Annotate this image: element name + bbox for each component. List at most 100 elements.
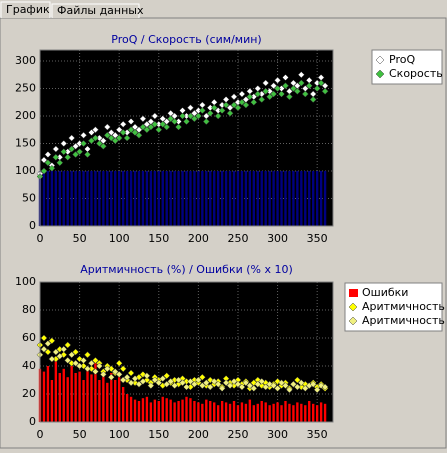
point [68,134,76,142]
point [139,378,147,385]
bar [292,405,295,422]
point [286,93,293,101]
tab-label[interactable]: Файлы данных [57,4,144,17]
point [60,148,68,156]
bar [220,171,224,226]
tab-label[interactable]: График [6,3,50,16]
point [72,142,79,150]
point [40,334,48,342]
bar [86,171,89,226]
point [151,376,159,384]
point [297,379,305,387]
bar [70,366,73,422]
point [72,348,79,356]
bar [260,401,263,422]
x-tick-label: 50 [73,428,87,441]
bar [264,402,267,422]
y-tick-label: 100 [15,275,36,288]
bar [102,171,105,226]
point [234,104,242,112]
bar [236,171,240,226]
bar [284,171,287,226]
point [44,340,52,347]
point [238,98,246,106]
point [131,129,139,136]
bar [110,373,113,422]
point [167,378,175,385]
point [198,107,206,114]
point [119,365,127,373]
point [195,376,202,384]
bar [201,171,204,226]
bar [173,171,176,226]
bar [153,171,157,226]
legend-swatch [375,55,385,65]
bar [145,171,149,226]
point [183,383,190,391]
point [167,115,175,123]
x-tick-label: 100 [109,232,130,245]
bar [197,171,200,226]
point [230,378,238,385]
bar [205,171,208,226]
x-tick-label: 100 [109,428,130,441]
bar [323,171,327,226]
bar [153,399,157,422]
bar [98,380,101,422]
bar [157,171,160,226]
point [313,386,321,394]
x-tick-label: 200 [188,428,209,441]
tab-active[interactable] [0,1,51,18]
bar [114,380,117,422]
point [294,376,301,384]
bar [272,403,275,422]
bar [46,366,50,422]
legend-swatch [348,302,358,312]
point [48,355,56,363]
bar [66,171,69,226]
bar [129,396,133,422]
x-tick-label: 150 [148,428,169,441]
bar [292,171,295,226]
bar [280,171,283,226]
point [278,90,285,98]
bar [173,402,176,422]
point [155,126,163,134]
bar [216,405,220,422]
tab[interactable] [51,3,140,18]
point [143,126,151,134]
point [115,359,123,367]
bar [248,399,252,422]
point [76,362,83,370]
point [206,109,214,117]
point [56,352,64,360]
bar [102,375,105,422]
point [234,380,242,388]
point [210,378,218,385]
point [92,368,99,375]
bar [94,171,97,226]
point [147,123,155,131]
bar [308,171,311,226]
chart-title: Аритмичность (%) / Ошибки (% x 10) [80,263,293,276]
bar [114,171,117,226]
point [230,93,238,101]
point [297,71,305,79]
bar [308,401,311,422]
bar [213,171,216,226]
bar [319,402,323,422]
point [282,82,289,90]
point [191,115,198,123]
y-tick-label: 300 [15,54,36,67]
y-tick-label: 100 [15,164,36,177]
point [80,357,87,364]
y-tick-label: 40 [22,359,36,372]
point [103,131,111,139]
y-tick-label: 250 [15,82,36,95]
point [40,345,48,353]
point [222,101,230,109]
bar [106,171,109,226]
point [238,383,246,391]
point [64,153,72,161]
